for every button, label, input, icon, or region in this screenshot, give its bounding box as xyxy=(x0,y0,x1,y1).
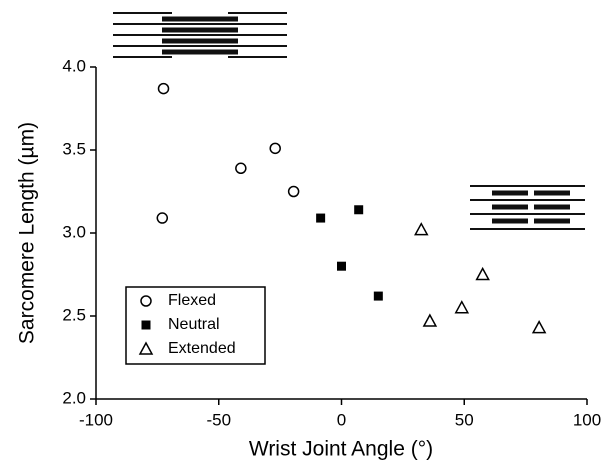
legend-label: Neutral xyxy=(168,316,220,333)
legend-marker xyxy=(140,295,152,307)
point xyxy=(475,266,490,281)
y-tick-label: 3.0 xyxy=(62,222,86,241)
y-tick-label: 2.5 xyxy=(62,305,86,324)
x-tick-label: 100 xyxy=(573,410,601,429)
sarcomere-flexed-icon xyxy=(113,12,287,58)
x-tick-label: 0 xyxy=(337,410,346,429)
legend-marker xyxy=(141,320,151,330)
point xyxy=(156,212,169,224)
point xyxy=(316,213,326,223)
y-tick-label: 3.5 xyxy=(62,139,86,158)
legend-label: Flexed xyxy=(168,292,216,309)
x-tick-label: -50 xyxy=(206,410,231,429)
x-tick-label: -100 xyxy=(79,410,113,429)
y-tick-label: 2.0 xyxy=(62,388,86,407)
point xyxy=(337,261,346,271)
point xyxy=(235,162,247,175)
point xyxy=(422,313,438,327)
y-axis-label: Sarcomere Length (µm) xyxy=(16,122,39,344)
point xyxy=(454,300,470,314)
x-tick-label: 50 xyxy=(455,410,474,429)
point xyxy=(287,185,300,198)
point xyxy=(269,142,281,155)
point xyxy=(414,222,429,236)
legend-label: Extended xyxy=(168,340,236,357)
y-tick-label: 4.0 xyxy=(62,56,86,75)
legend-marker xyxy=(138,341,154,355)
sarcomere-extended-icon xyxy=(470,185,585,230)
point xyxy=(531,320,547,334)
point xyxy=(373,291,383,301)
point xyxy=(354,205,364,215)
legend-box xyxy=(125,286,266,365)
x-axis-label: Wrist Joint Angle (°) xyxy=(249,438,433,461)
point xyxy=(157,82,170,95)
